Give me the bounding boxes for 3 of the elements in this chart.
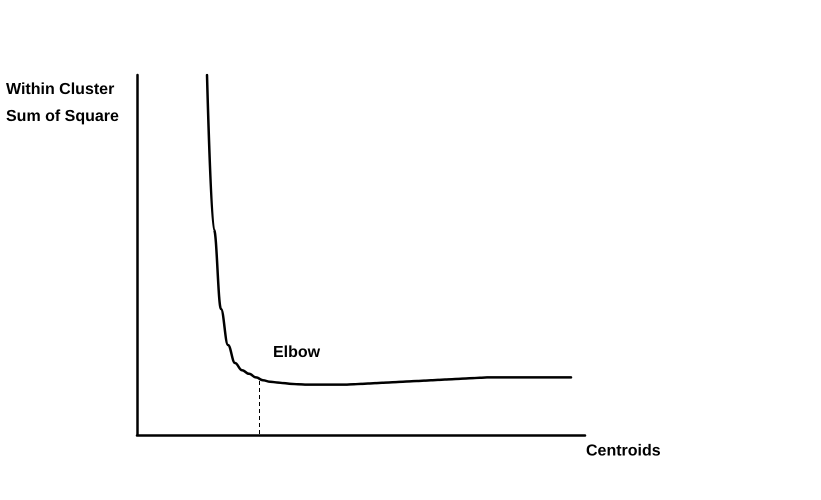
x-axis-title: Centroids xyxy=(586,442,661,460)
y-axis-title: Within Cluster Sum of Square xyxy=(6,81,120,125)
annotation: Elbow xyxy=(273,344,320,362)
